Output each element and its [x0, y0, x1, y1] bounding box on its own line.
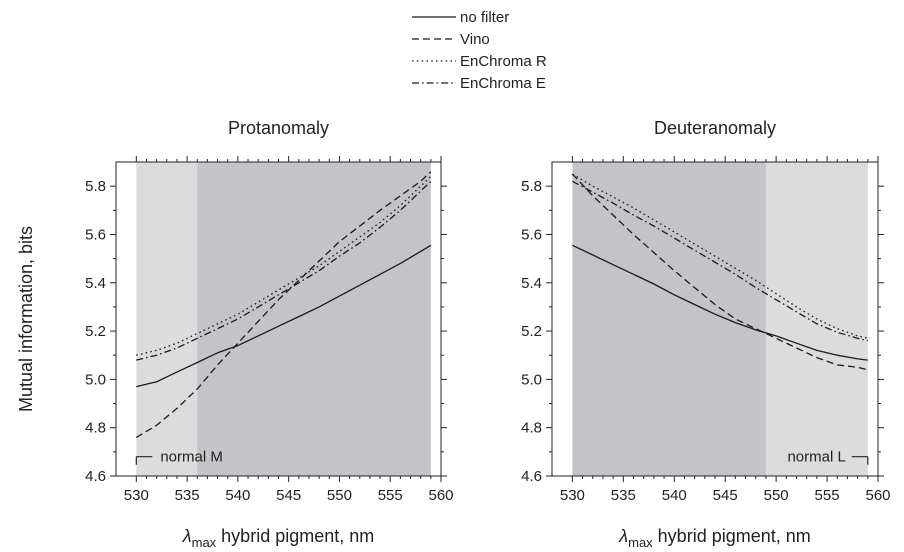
y-tick-label-5.6: 5.6	[85, 226, 106, 243]
y-tick-label-5.8: 5.8	[85, 178, 106, 195]
series-line-no-filter	[136, 244, 432, 388]
x-tick-label-540: 540	[662, 487, 687, 504]
y-tick-label-5.2: 5.2	[85, 323, 106, 340]
x-tick-label-545: 545	[276, 487, 301, 504]
x-tick-label-560: 560	[865, 487, 890, 504]
x-tick-label-550: 550	[764, 487, 789, 504]
series-line-vino	[135, 171, 432, 438]
x-axis-label-symbol: λ	[618, 526, 628, 546]
series-line-enchroma-r	[572, 173, 868, 339]
x-tick-label-530: 530	[560, 487, 585, 504]
x-tick-label-560: 560	[428, 487, 453, 504]
y-tick-label-5.2: 5.2	[521, 323, 542, 340]
y-tick-label-5.6: 5.6	[521, 226, 542, 243]
annotation-label: normal M	[160, 449, 223, 466]
y-tick-label-5.4: 5.4	[521, 275, 542, 292]
x-tick-label-535: 535	[175, 487, 200, 504]
panel-title: Deuteranomaly	[654, 118, 776, 138]
x-axis-label-text: hybrid pigment, nm	[653, 526, 811, 546]
panel-deuteranomaly: 530 535 540 545 550 555 560 4.6 4.8 5.0 5.2 5.4 5.6 5…	[521, 118, 890, 550]
legend: no filter Vino EnChroma R EnChroma E	[412, 9, 547, 92]
legend-label-3: EnChroma R	[460, 53, 547, 70]
x-tick-label-545: 545	[713, 487, 738, 504]
y-tick-label-5.8: 5.8	[521, 178, 542, 195]
x-axis-label: λmax hybrid pigment, nm	[182, 526, 375, 550]
y-tick-label-4.8: 4.8	[85, 420, 106, 437]
x-axis-label-text: hybrid pigment, nm	[216, 526, 374, 546]
y-tick-label-5.0: 5.0	[85, 371, 106, 388]
x-tick-label-555: 555	[378, 487, 403, 504]
legend-label-4: EnChroma E	[460, 75, 546, 92]
x-axis-label-subscript: max	[628, 535, 653, 550]
x-tick-label-535: 535	[611, 487, 636, 504]
annotation-label: normal L	[787, 449, 845, 466]
y-axis-label: Mutual information, bits	[16, 226, 36, 412]
legend-label-2: Vino	[460, 31, 490, 48]
y-tick-label-4.8: 4.8	[521, 420, 542, 437]
x-tick-label-550: 550	[327, 487, 352, 504]
series-line-vino	[571, 173, 868, 371]
x-axis-label-subscript: max	[192, 535, 217, 550]
y-tick-label-4.6: 4.6	[521, 468, 542, 485]
shaded-region-1	[136, 162, 198, 476]
y-tick-label-5.0: 5.0	[521, 371, 542, 388]
panel-title: Protanomaly	[228, 118, 329, 138]
y-tick-label-4.6: 4.6	[85, 468, 106, 485]
x-axis-label-symbol: λ	[182, 526, 192, 546]
series-line-enchroma-r	[136, 176, 432, 356]
shaded-region-1	[572, 162, 766, 476]
x-axis-label: λmax hybrid pigment, nm	[618, 526, 811, 550]
shaded-region-2	[197, 162, 431, 476]
x-tick-label-530: 530	[124, 487, 149, 504]
x-tick-label-540: 540	[225, 487, 250, 504]
x-tick-label-555: 555	[815, 487, 840, 504]
panel-protanomaly: 530 535 540 545 550 555 560 4.6 4.8 5.0 5.2 5.4 5.6 5…	[85, 118, 453, 550]
y-tick-label-5.4: 5.4	[85, 275, 106, 292]
series-line-enchroma-e	[136, 180, 432, 361]
legend-label-1: no filter	[460, 9, 509, 26]
series-line-no-filter	[572, 244, 868, 361]
series-line-enchroma-e	[572, 180, 868, 342]
